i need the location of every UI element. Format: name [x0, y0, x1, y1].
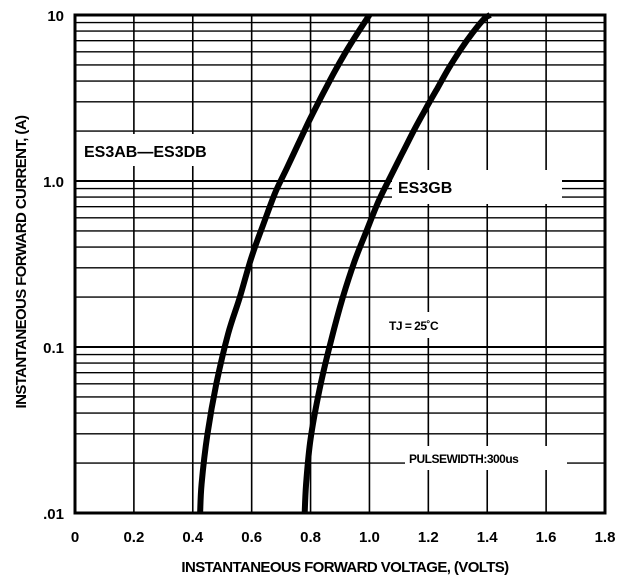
- x-tick-label: 1.6: [536, 529, 557, 546]
- x-tick-label: 1.4: [477, 529, 499, 546]
- annotation-box-tj: [386, 312, 466, 338]
- x-tick-label: 1.2: [418, 529, 439, 546]
- x-tick-label: 0.2: [123, 529, 144, 546]
- series-label-box-es3gb: [392, 170, 562, 204]
- series-line-2: [301, 12, 492, 514]
- x-tick-label: 0.8: [300, 529, 321, 546]
- series-label-es3ab-es3db: ES3AB—ES3DB: [84, 144, 207, 161]
- curves: [197, 12, 492, 514]
- x-tick-label: 0: [71, 529, 79, 546]
- annotation-tj: TJ = 25˚C: [389, 319, 439, 333]
- y-tick-label: 1.0: [43, 174, 64, 191]
- annotation-box-pulse: [405, 446, 567, 470]
- series-label-es3gb: ES3GB: [398, 180, 452, 197]
- grid-lines: [75, 15, 605, 513]
- series-label-box-es3ab-es3db: [78, 134, 250, 166]
- y-tick-label: 10: [47, 8, 64, 25]
- x-tick-label: 0.6: [241, 529, 262, 546]
- y-tick-label: 0.1: [43, 340, 64, 357]
- x-tick-label: 1.0: [359, 529, 380, 546]
- y-axis-title: INSTANTANEOUS FORWARD CURRENT, (A): [13, 115, 30, 409]
- plot-frame: [73, 13, 607, 515]
- y-tick-label: .01: [43, 506, 64, 523]
- x-tick-label: 1.8: [595, 529, 616, 546]
- x-tick-labels: 0 0.2 0.4 0.6 0.8 1.0 1.2 1.4 1.6 1.8: [71, 529, 616, 546]
- x-tick-label: 0.4: [182, 529, 204, 546]
- annotation-pulsewidth: PULSEWIDTH:300us: [409, 452, 519, 466]
- series-line-1: [197, 13, 372, 514]
- y-tick-labels: 10 1.0 0.1 .01: [43, 8, 64, 523]
- x-axis-title: INSTANTANEOUS FORWARD VOLTAGE, (VOLTS): [181, 559, 509, 576]
